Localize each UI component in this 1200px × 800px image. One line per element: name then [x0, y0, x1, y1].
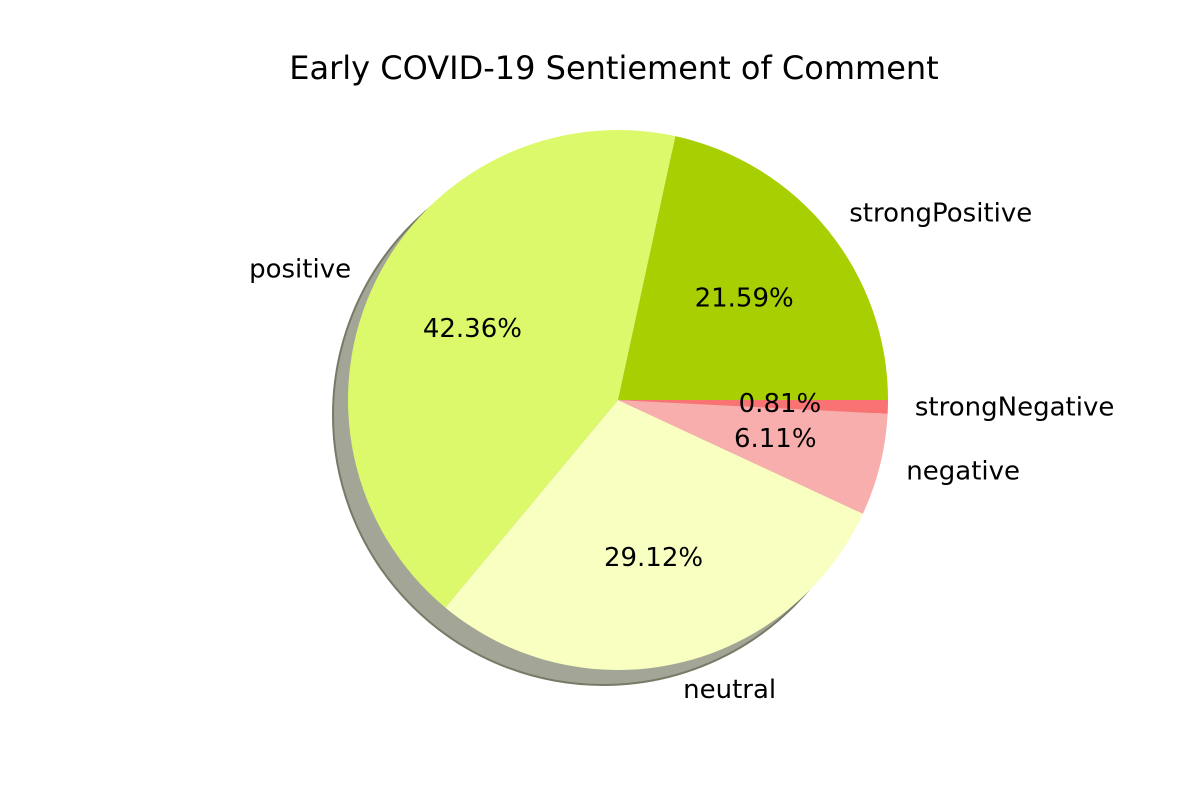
- percent-label-negative: 6.11%: [734, 424, 817, 454]
- slice-label-strongpositive: strongPositive: [849, 199, 1032, 229]
- slice-label-strongnegative: strongNegative: [915, 393, 1114, 423]
- slice-labels: strongPositive positive neutral negative str…: [249, 199, 1114, 705]
- percent-labels: 21.59% 42.36% 29.12% 6.11% 0.81%: [423, 283, 821, 573]
- percent-label-positive: 42.36%: [423, 314, 522, 344]
- percent-label-neutral: 29.12%: [604, 543, 703, 573]
- pie-slice-negative: [618, 400, 888, 514]
- slice-label-neutral: neutral: [683, 675, 776, 705]
- percent-label-strongnegative: 0.81%: [739, 389, 822, 419]
- pie-slice-strongpositive: [618, 136, 888, 400]
- pie-slice-neutral: [445, 400, 863, 670]
- slice-label-positive: positive: [249, 255, 351, 285]
- slice-label-negative: negative: [906, 456, 1020, 486]
- chart-title: Early COVID-19 Sentiement of Comment: [289, 49, 938, 87]
- pie-slices: [347, 129, 888, 670]
- pie-slice-strongnegative: [618, 400, 888, 414]
- pie-slice-positive: [347, 129, 676, 608]
- percent-label-strongpositive: 21.59%: [695, 283, 794, 313]
